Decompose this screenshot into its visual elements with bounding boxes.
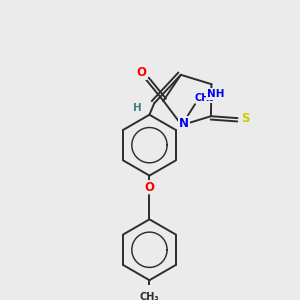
Text: O: O <box>145 181 154 194</box>
Text: S: S <box>241 112 249 124</box>
Text: CH₃: CH₃ <box>195 93 214 103</box>
Text: NH: NH <box>206 89 224 99</box>
Text: N: N <box>178 117 189 130</box>
Text: CH₃: CH₃ <box>140 292 159 300</box>
Text: H: H <box>133 103 142 113</box>
Text: O: O <box>136 66 146 79</box>
